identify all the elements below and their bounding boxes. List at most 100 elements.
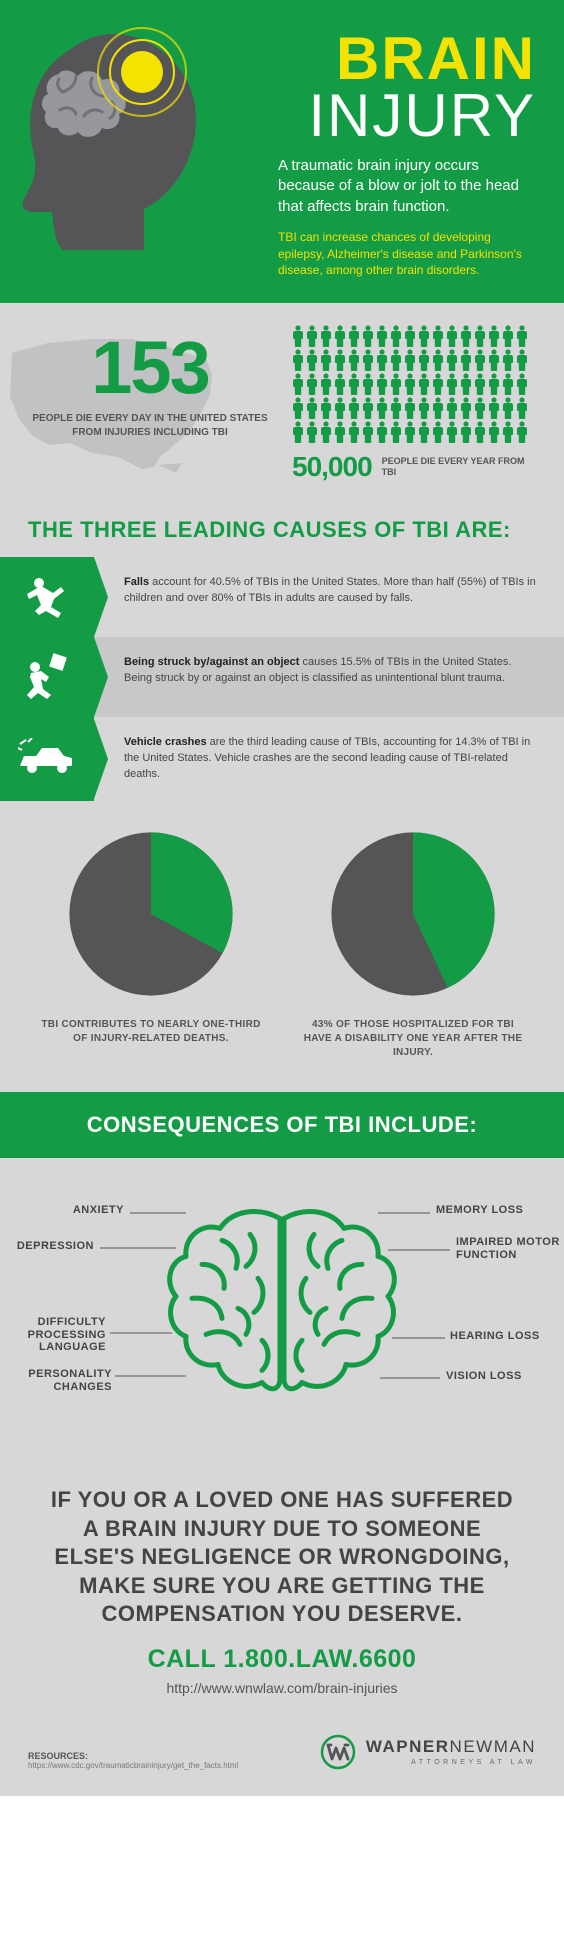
person-icon	[348, 373, 360, 395]
person-icon	[516, 421, 528, 443]
causes-header: THE THREE LEADING CAUSES OF TBI ARE:	[0, 511, 564, 557]
person-icon	[404, 325, 416, 347]
stat-50000-number: 50,000	[292, 451, 372, 483]
person-icon	[376, 421, 388, 443]
person-icon	[376, 373, 388, 395]
resources: RESOURCES: https://www.cdc.gov/traumatic…	[28, 1751, 238, 1770]
consequence-label: VISION LOSS	[446, 1370, 522, 1383]
hero-body-1: A traumatic brain injury occurs because …	[278, 156, 536, 217]
person-icon	[334, 397, 346, 419]
fall-icon	[0, 557, 94, 637]
stats-section: 153 PEOPLE DIE EVERY DAY IN THE UNITED S…	[0, 303, 564, 511]
vehicle-icon	[0, 717, 94, 801]
consequence-label: DEPRESSION	[17, 1240, 94, 1253]
hero-body-2: TBI can increase chances of developing e…	[278, 229, 536, 279]
person-icon	[390, 421, 402, 443]
pie-chart-right	[328, 829, 498, 999]
person-icon	[306, 397, 318, 419]
person-icon	[488, 421, 500, 443]
person-icon	[432, 325, 444, 347]
person-icon	[502, 349, 514, 371]
person-icon	[376, 397, 388, 419]
pie-left-caption: TBI CONTRIBUTES TO NEARLY ONE-THIRD OF I…	[40, 1018, 262, 1046]
cta-text: IF YOU OR A LOVED ONE HAS SUFFERED A BRA…	[40, 1486, 524, 1629]
struck-icon	[0, 637, 94, 717]
person-icon	[460, 325, 472, 347]
person-icon	[320, 421, 332, 443]
cause-row: Falls account for 40.5% of TBIs in the U…	[0, 557, 564, 637]
brain-outline-icon	[162, 1200, 402, 1410]
person-icon	[334, 373, 346, 395]
resources-label: RESOURCES:	[28, 1751, 238, 1761]
cta-url: http://www.wnwlaw.com/brain-injuries	[40, 1680, 524, 1696]
person-icon	[320, 325, 332, 347]
stat-153-caption: PEOPLE DIE EVERY DAY IN THE UNITED STATE…	[28, 412, 272, 440]
person-icon	[460, 349, 472, 371]
person-icon	[516, 397, 528, 419]
person-icon	[418, 397, 430, 419]
person-icon	[362, 397, 374, 419]
person-icon	[376, 349, 388, 371]
person-icon	[306, 325, 318, 347]
person-icon	[348, 421, 360, 443]
causes-title: THE THREE LEADING CAUSES OF TBI ARE:	[28, 517, 536, 543]
person-icon	[446, 397, 458, 419]
person-icon	[390, 397, 402, 419]
logo: WAPNERNEWMAN ATTORNEYS AT LAW	[320, 1734, 536, 1770]
person-icon	[502, 325, 514, 347]
person-icon	[348, 349, 360, 371]
person-icon	[348, 325, 360, 347]
person-icon	[488, 349, 500, 371]
stat-50000: 50,000 PEOPLE DIE EVERY YEAR FROM TBI	[292, 325, 536, 483]
person-icon	[292, 325, 304, 347]
person-icon	[306, 349, 318, 371]
person-icon	[334, 349, 346, 371]
person-icon	[502, 421, 514, 443]
logo-subtitle: ATTORNEYS AT LAW	[366, 1759, 536, 1766]
logo-bold: WAPNER	[366, 1737, 450, 1756]
person-icon	[404, 349, 416, 371]
consequence-label: DIFFICULTY PROCESSING LANGUAGE	[0, 1316, 106, 1354]
person-icon	[418, 349, 430, 371]
cta-section: IF YOU OR A LOVED ONE HAS SUFFERED A BRA…	[0, 1478, 564, 1720]
person-icon	[418, 421, 430, 443]
person-icon	[432, 397, 444, 419]
person-icon	[474, 421, 486, 443]
consequence-label: MEMORY LOSS	[436, 1204, 523, 1217]
person-icon	[488, 373, 500, 395]
person-icon	[502, 373, 514, 395]
causes-list: Falls account for 40.5% of TBIs in the U…	[0, 557, 564, 801]
person-icon	[376, 325, 388, 347]
person-icon	[404, 397, 416, 419]
person-icon	[446, 421, 458, 443]
person-icon	[488, 325, 500, 347]
consequences-header: CONSEQUENCES OF TBI INCLUDE:	[0, 1092, 564, 1158]
person-icon	[362, 349, 374, 371]
cause-text: Falls account for 40.5% of TBIs in the U…	[94, 557, 564, 637]
person-icon	[474, 349, 486, 371]
person-icon	[334, 421, 346, 443]
stat-153: 153 PEOPLE DIE EVERY DAY IN THE UNITED S…	[28, 325, 272, 483]
person-icon	[404, 421, 416, 443]
cause-text: Vehicle crashes are the third leading ca…	[94, 717, 564, 801]
person-icon	[446, 349, 458, 371]
person-icon	[292, 349, 304, 371]
logo-icon	[320, 1734, 356, 1770]
hero-section: BRAIN INJURY A traumatic brain injury oc…	[0, 0, 564, 303]
person-icon	[516, 373, 528, 395]
pie-chart-left	[66, 829, 236, 999]
person-icon	[432, 421, 444, 443]
person-icon	[404, 373, 416, 395]
person-icon	[306, 421, 318, 443]
resources-url: https://www.cdc.gov/traumaticbraininjury…	[28, 1761, 238, 1770]
person-icon	[348, 397, 360, 419]
person-icon	[432, 373, 444, 395]
consequence-label: HEARING LOSS	[450, 1330, 540, 1343]
logo-light: NEWMAN	[450, 1737, 536, 1756]
person-icon	[292, 397, 304, 419]
people-pictogram-grid	[292, 325, 536, 443]
person-icon	[460, 421, 472, 443]
person-icon	[418, 373, 430, 395]
person-icon	[488, 397, 500, 419]
pie-right-caption: 43% OF THOSE HOSPITALIZED FOR TBI HAVE A…	[302, 1018, 524, 1060]
